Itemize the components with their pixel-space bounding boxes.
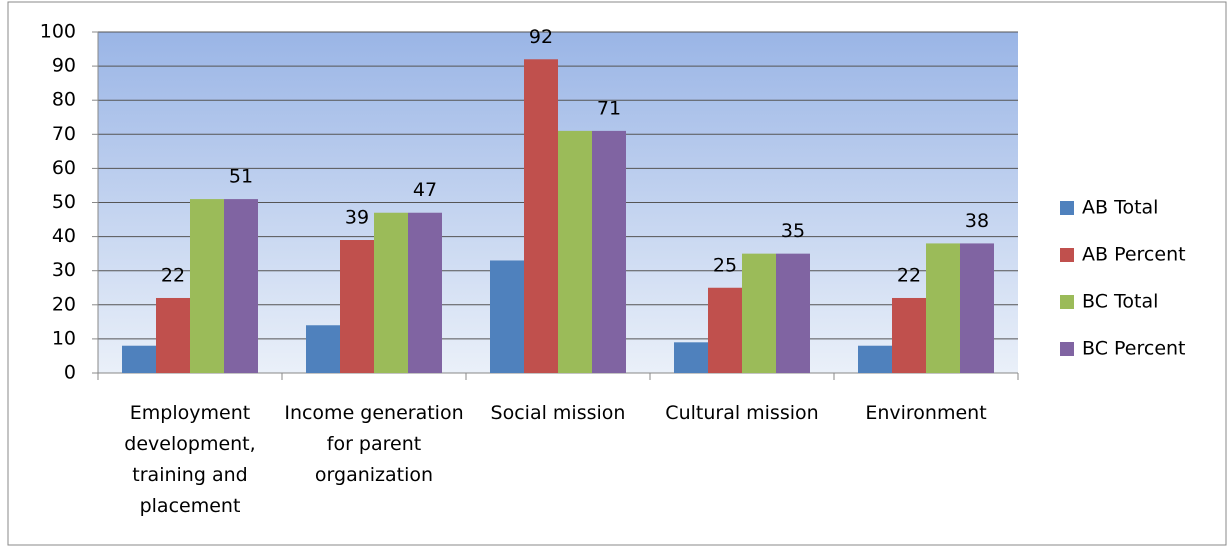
bar [408,212,442,373]
data-label: 71 [597,97,621,119]
y-tick-label: 90 [52,55,76,77]
y-tick-label: 60 [52,157,76,179]
legend-label: AB Total [1082,197,1158,219]
bar [156,297,190,373]
y-tick-label: 20 [52,293,76,315]
legend-swatch [1060,248,1074,262]
legend-swatch [1060,295,1074,309]
bar [892,297,926,373]
bar [224,199,258,373]
bar [858,345,892,373]
data-label: 39 [345,207,369,229]
legend-label: BC Percent [1082,338,1186,360]
bar [122,345,156,373]
bar [926,243,960,373]
y-tick-label: 30 [52,259,76,281]
data-label: 38 [965,210,989,232]
x-tick-label: Income generation for parent organizatio… [284,402,464,486]
legend-label: AB Percent [1082,244,1186,266]
bar [776,253,810,373]
data-label: 22 [897,264,921,286]
bar [340,240,374,373]
x-tick-label: Employment development, training and pla… [124,402,256,517]
x-tick-label: Environment [865,402,987,424]
data-label: 22 [161,264,185,286]
y-tick-label: 70 [52,123,76,145]
bar [490,260,524,373]
bar [708,287,742,373]
bar [674,342,708,373]
y-tick-label: 80 [52,89,76,111]
bar [592,130,626,373]
x-tick-label: Social mission [490,402,626,424]
bar [374,212,408,373]
bar [190,199,224,373]
data-label: 25 [713,254,737,276]
y-tick-label: 100 [40,21,76,43]
data-label: 47 [413,179,437,201]
data-label: 92 [529,26,553,48]
legend-label: BC Total [1082,291,1158,313]
legend-swatch [1060,342,1074,356]
legend-swatch [1060,201,1074,215]
y-tick-label: 0 [64,362,76,384]
y-tick-label: 10 [52,327,76,349]
bar [742,253,776,373]
bar [306,325,340,373]
bar [524,59,558,373]
data-label: 51 [229,166,253,188]
data-label: 35 [781,220,805,242]
y-tick-label: 40 [52,225,76,247]
bar [558,130,592,373]
bar [960,243,994,373]
y-tick-label: 50 [52,191,76,213]
x-tick-label: Cultural mission [665,402,819,424]
